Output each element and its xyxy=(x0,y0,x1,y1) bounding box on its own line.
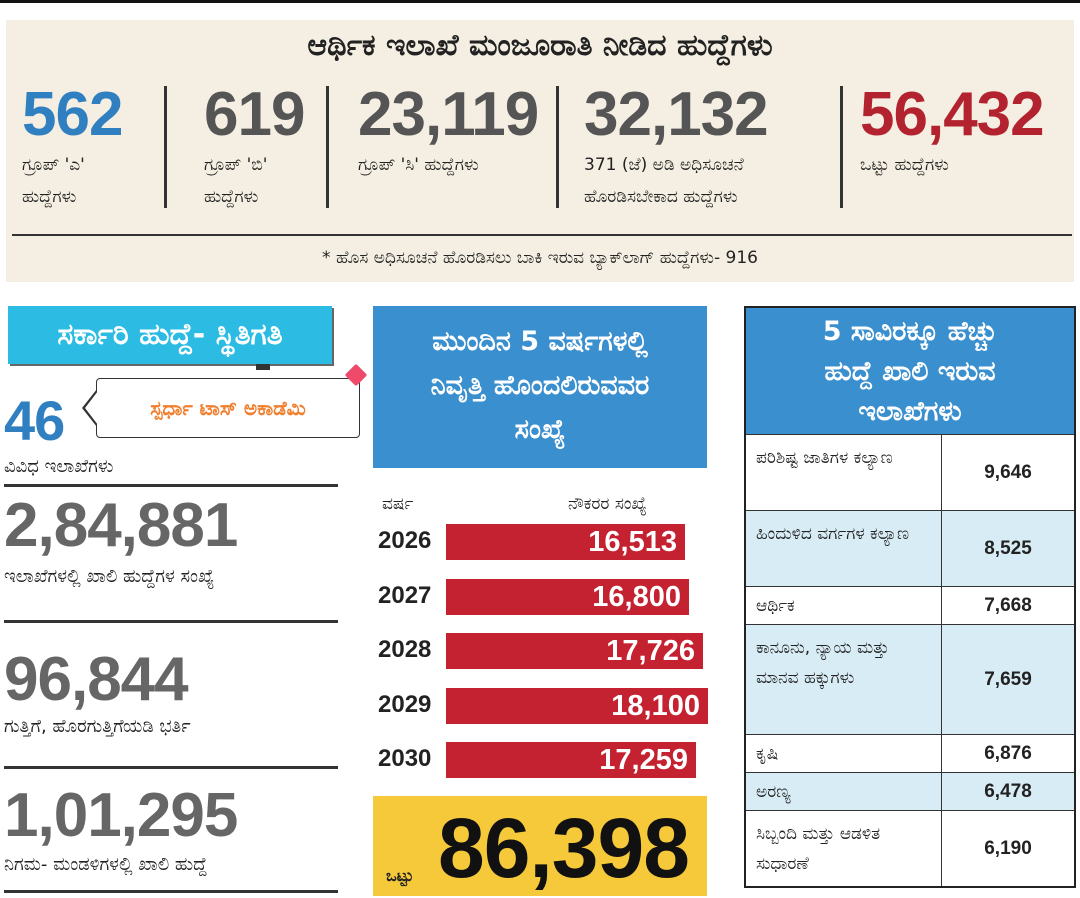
corporation-vacancies-label: ನಿಗಮ- ಮಂಡಳಿಗಳಲ್ಲಿ ಖಾಲಿ ಹುದ್ದೆ xyxy=(4,854,208,875)
top-rule xyxy=(0,0,1080,3)
divider xyxy=(326,86,329,208)
table-row: ಕಾನೂನು, ನ್ಯಾಯ ಮತ್ತು ಮಾನವ ಹಕ್ಕುಗಳು 7,659 xyxy=(746,624,1074,734)
department-name: ಕೃಷಿ xyxy=(746,735,942,772)
vacant-posts-count: 2,84,881 xyxy=(4,491,238,560)
vacant-posts-label: ಇಲಾಖೆಗಳಲ್ಲಿ ಖಾಲಿ ಹುದ್ದೆಗಳ ಸಂಖ್ಯೆ xyxy=(4,566,215,587)
stat-label: ಗ್ರೂಪ್ 'ಬಿ' xyxy=(204,155,268,175)
sanctioned-posts-title: ಆರ್ಥಿಕ ಇಲಾಖೆ ಮಂಜೂರಾತಿ ನೀಡಿದ ಹುದ್ದೆಗಳು xyxy=(307,28,773,63)
title-line: ನಿವೃತ್ತಿ ಹೊಂದಲಿರುವವರ xyxy=(430,370,650,401)
departments-label: ವಿವಿಧ ಇಲಾಖೆಗಳು xyxy=(4,456,114,477)
department-name: ಹಿಂದುಳಿದ ವರ್ಗಗಳ ಕಲ್ಯಾಣ xyxy=(746,511,942,586)
contract-filled-count: 96,844 xyxy=(4,645,189,714)
total-box xyxy=(373,796,707,896)
total-retirements: 86,398 xyxy=(438,801,690,895)
stat-value: 619 xyxy=(204,80,305,149)
vacancy-count: 6,478 xyxy=(984,780,1032,802)
department-name: ಆರ್ಥಿಕ xyxy=(746,587,942,624)
stat-value: 23,119 xyxy=(358,80,539,149)
vacancy-count: 6,876 xyxy=(984,742,1032,764)
table-row: ಅರಣ್ಯ 6,478 xyxy=(746,772,1074,810)
total-label: ಒಟ್ಟು xyxy=(386,866,414,885)
divider xyxy=(164,86,167,208)
table-row: ಪರಿಶಿಷ್ಟ ಜಾತಿಗಳ ಕಲ್ಯಾಣ 9,646 xyxy=(746,434,1074,510)
vacancy-count: 7,659 xyxy=(984,668,1032,690)
title-line: ಹುದ್ದೆ ಖಾಲಿ ಇರುವ xyxy=(824,356,996,387)
stat-label: ಹುದ್ದೆಗಳು xyxy=(204,187,259,207)
callout-pointer-fill xyxy=(85,391,98,425)
govt-posts-status-title: ಸರ್ಕಾರಿ ಹುದ್ದೆ- ಸ್ಥಿತಿಗತಿ xyxy=(8,306,332,364)
academy-callout: ಸ್ಪರ್ಧಾ ಟಾಸ್ ಅಕಾಡೆಮಿ xyxy=(96,378,360,438)
year-label: 2026 xyxy=(378,527,432,554)
retirement-bar: 17,726 xyxy=(446,633,703,669)
stat-label: ಒಟ್ಟು ಹುದ್ದೆಗಳು xyxy=(860,155,949,175)
divider xyxy=(4,620,338,623)
department-name: ಪರಿಶಿಷ್ಟ ಜಾತಿಗಳ ಕಲ್ಯಾಣ xyxy=(746,435,942,510)
vacancy-count: 9,646 xyxy=(984,461,1032,483)
stat-label: ಗ್ರೂಪ್ 'ಸಿ' ಹುದ್ದೆಗಳು xyxy=(358,155,479,175)
table-row: ಸಿಬ್ಬಂದಿ ಮತ್ತು ಆಡಳಿತ ಸುಧಾರಣೆ 6,190 xyxy=(746,810,1074,886)
retirement-bar: 17,259 xyxy=(446,742,696,778)
year-label: 2027 xyxy=(378,581,432,609)
year-label: 2029 xyxy=(378,690,432,718)
stat-value: 56,432 xyxy=(860,80,1045,149)
retirements-title: ಮುಂದಿನ 5 ವರ್ಷಗಳಲ್ಲಿ ನಿವೃತ್ತಿ ಹೊಂದಲಿರುವವರ… xyxy=(373,306,707,468)
stat-371j: 32,132 371 (ಜೆ) ಅಡಿ ಅಧಿಸೂಚನೆ ಹೊರಡಿಸಬೇಕಾದ… xyxy=(584,80,769,210)
retirement-bar: 18,100 xyxy=(446,687,708,724)
stat-group-a: 562 ಗ್ರೂಪ್ 'ಎ' ಹುದ್ದೆಗಳು xyxy=(22,80,123,210)
year-label: 2028 xyxy=(378,636,432,663)
title-line: ಸಂಖ್ಯೆ xyxy=(514,414,566,445)
retirement-bar: 16,513 xyxy=(446,524,685,560)
vacancy-count: 8,525 xyxy=(984,537,1032,559)
backlog-footnote: * ಹೊಸ ಅಧಿಸೂಚನೆ ಹೊರಡಿಸಲು ಬಾಕಿ ಇರುವ ಬ್ಯಾಕ್… xyxy=(322,248,758,268)
vacancy-count: 7,668 xyxy=(984,594,1032,616)
stat-label: ಹುದ್ದೆಗಳು xyxy=(22,187,77,207)
year-label: 2030 xyxy=(378,745,432,772)
table-row: ಹಿಂದುಳಿದ ವರ್ಗಗಳ ಕಲ್ಯಾಣ 8,525 xyxy=(746,510,1074,586)
corporation-vacancies-count: 1,01,295 xyxy=(4,781,238,850)
stat-label: 371 (ಜೆ) ಅಡಿ ಅಧಿಸೂಚನೆ xyxy=(584,155,744,175)
footnote-rule xyxy=(12,234,1072,236)
year-column-header: ವರ್ಷ xyxy=(382,494,414,514)
stat-label: ಹೊರಡಿಸಬೇಕಾದ ಹುದ್ದೆಗಳು xyxy=(584,187,738,207)
vacancy-count: 6,190 xyxy=(984,837,1032,859)
department-name: ಕಾನೂನು, ನ್ಯಾಯ ಮತ್ತು ಮಾನವ ಹಕ್ಕುಗಳು xyxy=(746,625,942,734)
stat-label: ಗ್ರೂಪ್ 'ಎ' xyxy=(22,155,85,175)
department-name: ಅರಣ್ಯ xyxy=(746,773,942,810)
divider xyxy=(556,86,559,208)
sanctioned-posts-panel xyxy=(6,20,1074,282)
table-row: ಕೃಷಿ 6,876 xyxy=(746,734,1074,772)
divider xyxy=(4,484,338,487)
contract-filled-label: ಗುತ್ತಿಗೆ, ಹೊರಗುತ್ತಿಗೆಯಡಿ ಭರ್ತಿ xyxy=(4,716,191,737)
stat-group-b: 619 ಗ್ರೂಪ್ 'ಬಿ' ಹುದ್ದೆಗಳು xyxy=(204,80,305,210)
table-row: ಆರ್ಥಿಕ 7,668 xyxy=(746,586,1074,624)
stat-value: 562 xyxy=(22,80,123,149)
title-line: 5 ಸಾವಿರಕ್ಕೂ ಹೆಚ್ಚು xyxy=(822,316,998,347)
stat-group-c: 23,119 ಗ್ರೂಪ್ 'ಸಿ' ಹುದ್ದೆಗಳು xyxy=(358,80,539,178)
divider xyxy=(4,766,338,769)
title-tab xyxy=(256,364,270,370)
stat-value: 32,132 xyxy=(584,80,769,149)
retirement-bar: 16,800 xyxy=(446,578,689,615)
department-name: ಸಿಬ್ಬಂದಿ ಮತ್ತು ಆಡಳಿತ ಸುಧಾರಣೆ xyxy=(746,811,942,886)
divider xyxy=(840,86,843,208)
count-column-header: ನೌಕರರ ಸಂಖ್ಯೆ xyxy=(568,494,647,514)
stat-total-posts: 56,432 ಒಟ್ಟು ಹುದ್ದೆಗಳು xyxy=(860,80,1045,178)
divider xyxy=(4,890,338,893)
departments-table-title: 5 ಸಾವಿರಕ್ಕೂ ಹೆಚ್ಚು ಹುದ್ದೆ ಖಾಲಿ ಇರುವ ಇಲಾಖ… xyxy=(746,308,1074,434)
title-line: ಇಲಾಖೆಗಳು xyxy=(858,396,962,427)
title-line: ಮುಂದಿನ 5 ವರ್ಷಗಳಲ್ಲಿ xyxy=(432,326,648,357)
departments-count: 46 xyxy=(4,389,65,452)
